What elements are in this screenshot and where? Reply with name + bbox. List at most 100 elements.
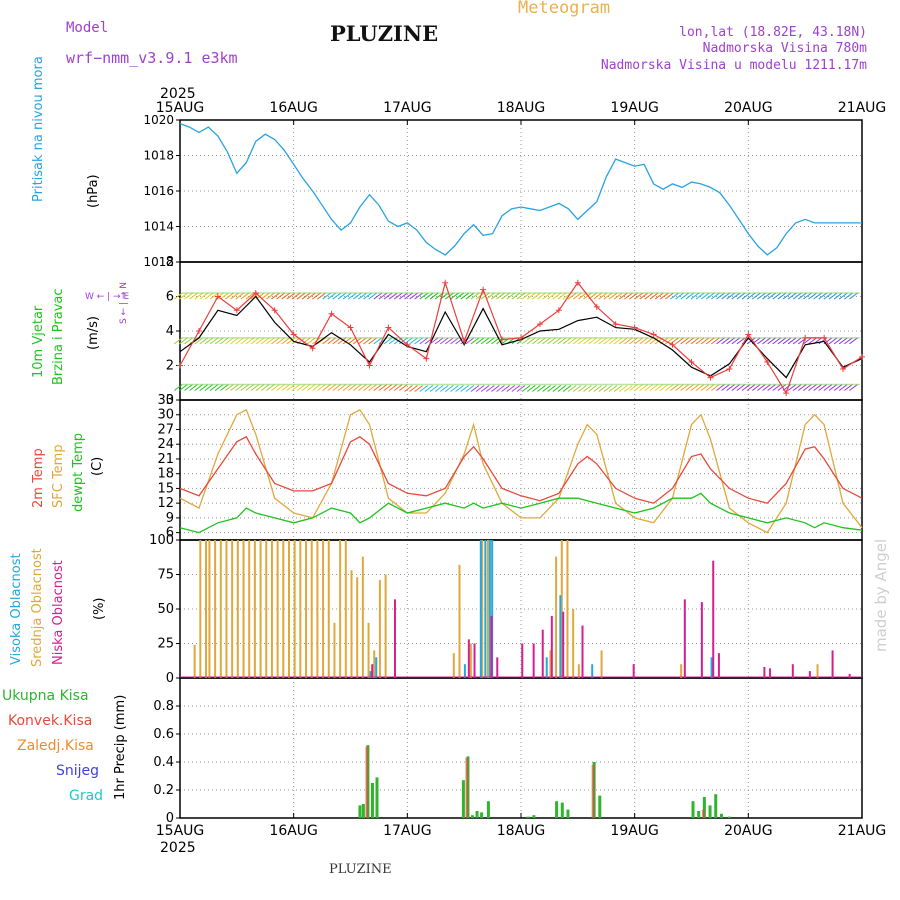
wind-barb xyxy=(204,292,214,300)
wind-barb xyxy=(746,292,756,300)
wind-barb xyxy=(644,384,654,391)
wind-barb xyxy=(485,337,495,345)
x-tick-label-bottom: 15AUG xyxy=(156,823,205,839)
wind-barb xyxy=(772,292,782,300)
y-tick-label: 100 xyxy=(149,533,174,548)
wind-barb xyxy=(521,385,531,392)
wind-barb xyxy=(629,337,638,345)
wind-barb xyxy=(726,337,735,345)
total-precip-bar xyxy=(714,794,718,818)
wind-barb xyxy=(613,385,623,392)
wind-barb xyxy=(475,337,485,345)
y-tick-label: 0 xyxy=(166,671,174,686)
wind-barb xyxy=(675,292,684,300)
convective-precip-bar xyxy=(365,746,369,818)
wind-barb xyxy=(368,384,377,391)
y-tick-label: 27 xyxy=(157,422,174,437)
wind-barb xyxy=(828,337,838,345)
dewpoint-line xyxy=(179,492,863,534)
wind-barb xyxy=(532,292,541,300)
high-cloud-bar xyxy=(484,540,487,678)
wind-barb xyxy=(767,337,776,345)
precip-legend-item: Ukupna Kisa xyxy=(2,688,89,704)
convective-precip-bar xyxy=(701,809,705,818)
wind-barb xyxy=(557,385,567,392)
y-tick-label: 0.6 xyxy=(153,727,174,742)
wind-barb xyxy=(301,337,311,345)
wind-barb xyxy=(603,337,613,345)
wind-barb xyxy=(833,384,843,391)
wind-barb xyxy=(409,292,418,300)
wind-barb xyxy=(424,385,434,392)
wind-barb xyxy=(276,292,285,300)
wind-barb xyxy=(173,384,183,391)
wind-barb xyxy=(537,385,546,392)
high-cloud-bar xyxy=(369,671,372,678)
wind-barb xyxy=(818,384,828,391)
y-tick-label: 0.4 xyxy=(153,755,174,770)
wind-barb xyxy=(179,337,188,345)
wind-barb xyxy=(618,337,628,345)
x-tick-label-top: 19AUG xyxy=(610,100,659,116)
mid-cloud-bar xyxy=(231,540,234,678)
wind-barb xyxy=(214,337,224,345)
wind-barb xyxy=(368,337,377,345)
cloud-unit-label: (%) xyxy=(92,598,107,621)
wind-gust-marker xyxy=(177,362,183,369)
mid-cloud-bar xyxy=(214,540,217,678)
wind-barb xyxy=(475,385,485,392)
precip-legend-item: Snijeg xyxy=(56,763,99,779)
wind-gust-marker xyxy=(783,390,790,397)
wind-barb xyxy=(358,384,367,391)
wind-barb xyxy=(460,385,470,392)
wind-barb xyxy=(173,292,183,300)
total-precip-bar xyxy=(461,780,465,818)
wind-barb xyxy=(593,292,603,300)
wind-barb xyxy=(557,292,567,300)
y-tick-label: 1014 xyxy=(143,220,174,234)
wind-barb xyxy=(245,337,255,345)
wind-barb xyxy=(235,292,244,300)
x-tick-label-bottom: 20AUG xyxy=(724,823,773,839)
wind-barb xyxy=(818,292,828,300)
y-tick-label: 25 xyxy=(157,637,174,652)
mid-cloud-bar xyxy=(259,540,262,678)
wind-barb xyxy=(654,384,664,391)
wind-barb xyxy=(613,292,623,300)
wind-barb xyxy=(491,292,500,300)
wind-barb xyxy=(220,384,229,391)
low-cloud-bar xyxy=(473,643,476,678)
wind-gust-marker xyxy=(499,336,506,343)
y-tick-label: 8 xyxy=(166,255,174,270)
wind-barb xyxy=(501,385,510,392)
low-cloud-bar xyxy=(683,599,686,678)
wind-barb xyxy=(429,385,439,392)
wind-barb xyxy=(204,384,214,391)
wind-barb xyxy=(726,292,735,300)
mid-cloud-bar xyxy=(299,540,302,678)
wind-barb xyxy=(424,292,434,300)
x-year-bottom: 2025 xyxy=(160,840,196,856)
x-tick-label-top: 18AUG xyxy=(497,100,546,116)
wind-barb xyxy=(368,292,377,300)
wind-barb xyxy=(624,385,633,392)
wind-gust-marker xyxy=(423,355,430,362)
low-cloud-bar xyxy=(490,615,493,678)
wind-barb xyxy=(511,292,521,300)
wind-barb xyxy=(782,337,792,345)
wind-barb xyxy=(465,292,475,300)
wind-barb xyxy=(373,384,383,391)
wind-barb xyxy=(736,337,746,345)
wind-barb xyxy=(245,384,255,391)
wind-barb xyxy=(532,385,541,392)
x-tick-label-bottom: 21AUG xyxy=(838,823,887,839)
mid-cloud-bar xyxy=(208,540,211,678)
wind-barb xyxy=(762,337,771,345)
wind-barb xyxy=(757,384,766,391)
wind-barb xyxy=(322,384,331,391)
wind-gust-marker xyxy=(461,338,468,345)
y-tick-label: 0.8 xyxy=(153,699,174,714)
total-precip-bar xyxy=(486,801,490,818)
low-cloud-bar xyxy=(541,629,544,678)
mid-cloud-bar xyxy=(549,650,552,678)
